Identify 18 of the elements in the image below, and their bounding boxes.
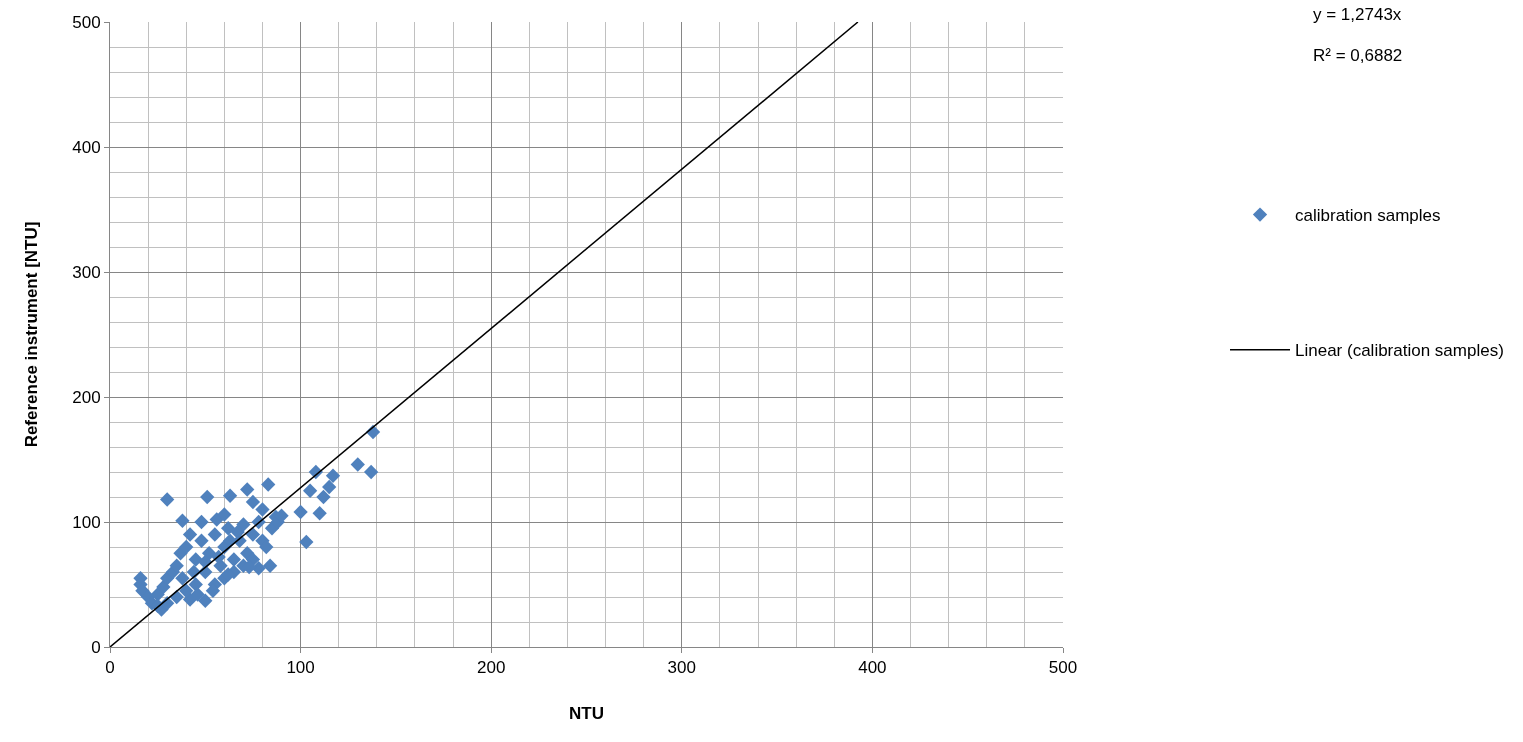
y-tick-label: 500: [72, 12, 101, 32]
y-tick-label: 400: [72, 137, 101, 157]
legend-label: calibration samples: [1295, 206, 1441, 226]
x-tick-label: 0: [105, 658, 115, 678]
x-axis-title: NTU: [569, 703, 604, 723]
y-tick-label: 0: [91, 637, 101, 657]
y-axis-title: Reference instrument [NTU]: [21, 221, 41, 448]
y-tick-label: 300: [72, 262, 101, 282]
y-tick-label: 200: [72, 387, 101, 407]
legend-label: Linear (calibration samples): [1295, 341, 1504, 361]
x-tick-label: 400: [858, 658, 887, 678]
x-tick-label: 500: [1048, 658, 1078, 678]
text: R² = 0,6882: [1313, 46, 1403, 65]
x-tick-label: 300: [667, 658, 696, 678]
y-tick-label: 100: [72, 512, 101, 532]
text: y = 1,2743x: [1313, 5, 1402, 24]
x-tick-label: 100: [286, 658, 315, 678]
x-tick-label: 200: [477, 658, 506, 678]
